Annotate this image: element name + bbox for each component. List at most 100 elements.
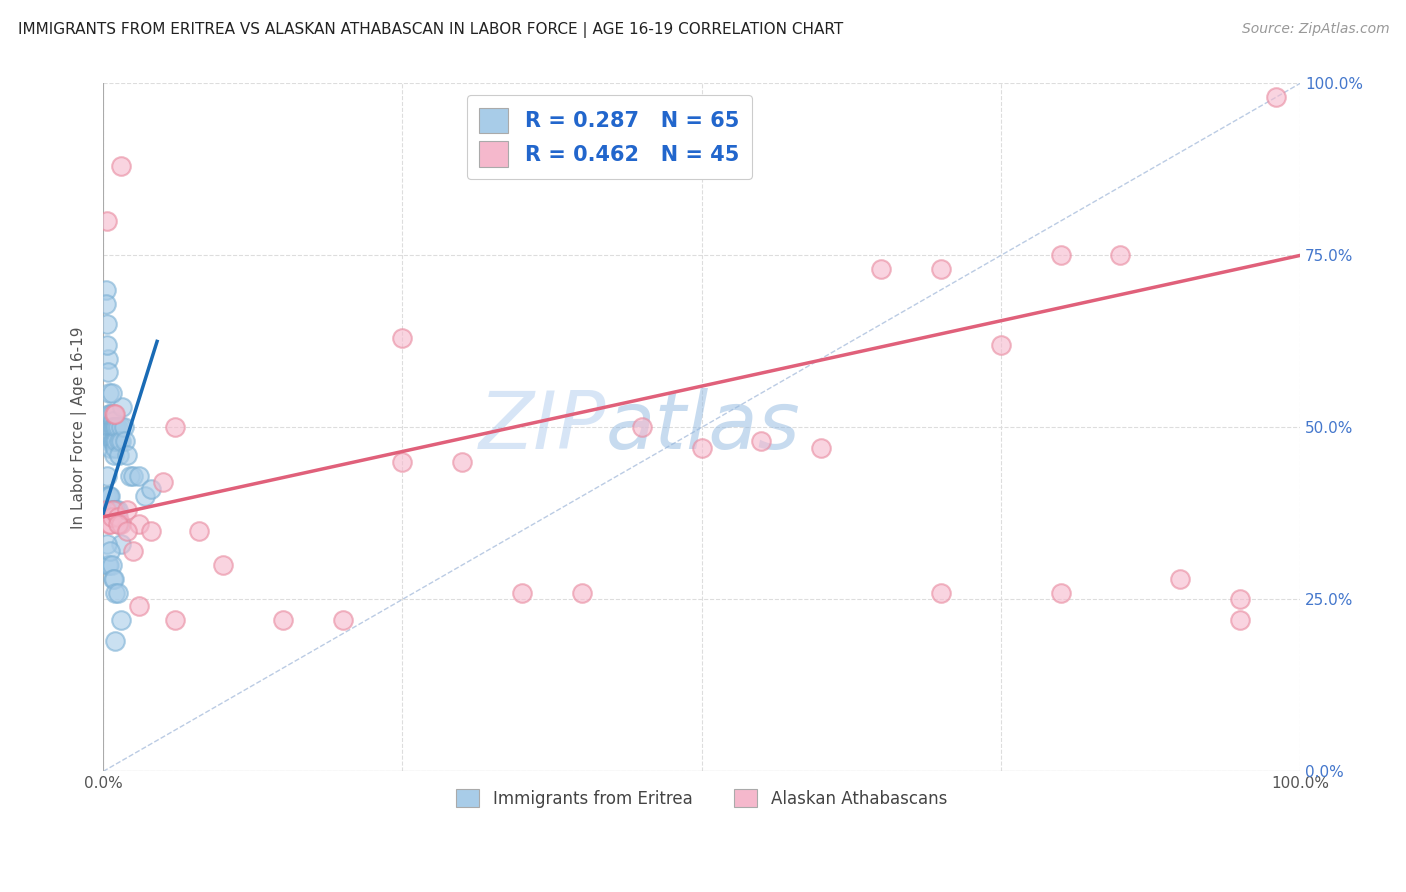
Point <box>100 544 122 558</box>
Point <box>1265 90 1288 104</box>
Point <box>128 599 150 614</box>
Point <box>134 489 156 503</box>
Point <box>104 585 127 599</box>
Point <box>98 386 121 401</box>
Point <box>110 516 132 531</box>
Point <box>94 503 117 517</box>
Point <box>100 441 122 455</box>
Point <box>810 441 832 455</box>
Point <box>571 585 593 599</box>
Point <box>212 558 235 572</box>
Y-axis label: In Labor Force | Age 16-19: In Labor Force | Age 16-19 <box>72 326 87 529</box>
Point <box>128 468 150 483</box>
Point <box>97 558 120 572</box>
Point <box>107 503 129 517</box>
Point <box>100 489 122 503</box>
Point <box>96 214 118 228</box>
Point <box>122 468 145 483</box>
Point <box>101 503 124 517</box>
Point <box>110 159 132 173</box>
Point <box>104 434 127 449</box>
Point <box>751 434 773 449</box>
Point <box>630 420 652 434</box>
Point <box>107 516 129 531</box>
Point <box>94 296 117 310</box>
Point <box>107 585 129 599</box>
Point <box>97 351 120 366</box>
Point <box>870 262 893 277</box>
Point <box>98 516 121 531</box>
Point <box>105 503 128 517</box>
Point <box>100 558 122 572</box>
Point <box>98 489 121 503</box>
Point <box>103 407 125 421</box>
Point <box>101 413 124 427</box>
Text: atlas: atlas <box>606 388 800 467</box>
Point <box>271 613 294 627</box>
Point <box>100 407 122 421</box>
Point <box>100 420 122 434</box>
Point <box>103 448 125 462</box>
Point <box>929 585 952 599</box>
Point <box>103 434 125 449</box>
Point <box>104 633 127 648</box>
Point <box>103 503 125 517</box>
Point <box>103 572 125 586</box>
Point <box>115 448 138 462</box>
Point <box>690 441 713 455</box>
Point <box>128 516 150 531</box>
Point <box>110 420 132 434</box>
Point <box>107 434 129 449</box>
Point <box>96 317 118 331</box>
Text: ZIP: ZIP <box>478 388 606 467</box>
Legend: Immigrants from Eritrea, Alaskan Athabascans: Immigrants from Eritrea, Alaskan Athabas… <box>450 782 953 814</box>
Point <box>990 338 1012 352</box>
Point <box>97 489 120 503</box>
Point <box>100 434 122 449</box>
Point <box>100 516 122 531</box>
Point <box>139 483 162 497</box>
Point <box>110 434 132 449</box>
Point <box>112 420 135 434</box>
Point <box>451 455 474 469</box>
Point <box>110 537 132 551</box>
Point <box>122 544 145 558</box>
Point <box>110 613 132 627</box>
Text: Source: ZipAtlas.com: Source: ZipAtlas.com <box>1241 22 1389 37</box>
Point <box>115 524 138 538</box>
Point <box>1109 248 1132 262</box>
Point <box>114 434 136 449</box>
Point <box>105 420 128 434</box>
Point <box>188 524 211 538</box>
Point <box>96 537 118 551</box>
Point <box>107 448 129 462</box>
Point <box>101 572 124 586</box>
Point <box>118 468 141 483</box>
Point <box>107 509 129 524</box>
Point <box>105 434 128 449</box>
Point <box>98 558 121 572</box>
Point <box>1170 572 1192 586</box>
Point <box>139 524 162 538</box>
Point <box>104 441 127 455</box>
Point <box>100 386 122 401</box>
Point <box>104 420 127 434</box>
Point <box>510 585 533 599</box>
Point <box>1229 613 1251 627</box>
Point <box>391 455 413 469</box>
Point <box>104 503 127 517</box>
Point <box>1049 585 1071 599</box>
Point <box>101 503 124 517</box>
Point <box>391 331 413 345</box>
Point <box>94 283 117 297</box>
Point <box>107 420 129 434</box>
Point <box>97 365 120 379</box>
Point <box>98 434 121 449</box>
Point <box>1049 248 1071 262</box>
Point <box>100 407 122 421</box>
Point <box>1229 592 1251 607</box>
Point <box>96 338 118 352</box>
Point <box>107 516 129 531</box>
Point <box>101 434 124 449</box>
Text: IMMIGRANTS FROM ERITREA VS ALASKAN ATHABASCAN IN LABOR FORCE | AGE 16-19 CORRELA: IMMIGRANTS FROM ERITREA VS ALASKAN ATHAB… <box>18 22 844 38</box>
